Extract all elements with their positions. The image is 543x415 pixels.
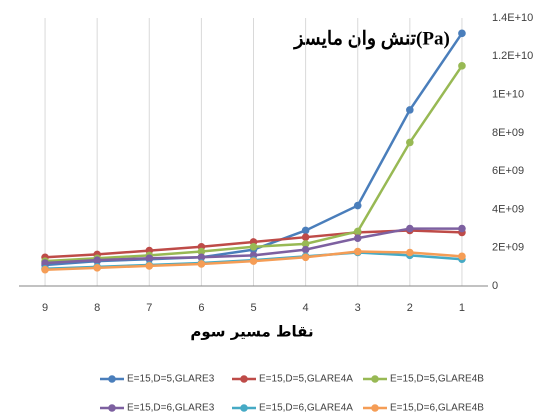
x-tick-label: 3 [355,302,361,314]
x-tick-label: 7 [146,302,152,314]
data-point [406,224,414,233]
legend-label: E=15,D=6,GLARE4A [259,403,353,414]
data-point [353,227,362,236]
x-tick-label: 2 [407,302,413,314]
data-point [458,62,466,70]
legend-label: E=15,D=6,GLARE3 [127,403,215,414]
data-point [145,254,154,263]
data-point [249,257,258,265]
legend-label: E=15,D=5,GLARE3 [127,374,215,385]
legend-label: E=15,D=5,GLARE4A [259,374,353,385]
y-tick-label: 0 [492,280,498,292]
x-tick-label: 4 [303,302,309,314]
data-point [93,264,101,272]
y-tick-label: 1.4E+10 [492,12,533,24]
data-point [41,259,49,267]
y-tick-label: 6E+09 [492,165,524,177]
data-point [406,106,414,114]
data-point [353,201,362,210]
chart-title: تنش وان مایسز(Pa) [292,28,450,49]
x-tick-label: 5 [250,302,256,314]
data-point [249,242,258,251]
legend-marker [108,404,116,412]
data-point [353,247,362,256]
legend-marker [371,375,379,383]
legend-label: E=15,D=5,GLARE4B [390,374,484,385]
data-point [197,260,206,268]
x-tick-label: 9 [42,302,48,314]
data-point [458,252,466,261]
data-point [406,248,414,257]
data-point [301,240,310,248]
legend-marker [240,375,248,383]
data-point [458,224,466,233]
x-tick-label: 6 [198,302,204,314]
y-tick-label: 1.2E+10 [492,50,533,62]
x-tick-label: 1 [459,302,465,314]
legend-marker [240,404,248,412]
data-point [353,234,362,242]
legend-marker [371,404,379,412]
y-tick-label: 1E+10 [492,88,524,100]
data-point [145,262,154,270]
x-tick-label: 8 [94,302,100,314]
data-point [301,253,310,262]
y-tick-label: 4E+09 [492,203,524,215]
data-point [458,29,466,38]
data-point [197,247,206,256]
data-point [301,233,310,241]
data-point [301,245,310,254]
x-axis-label: نقاط مسیر سوم [190,323,313,341]
data-point [197,253,206,262]
data-point [41,265,49,274]
data-point [93,256,101,264]
data-point [301,226,310,235]
y-tick-label: 2E+09 [492,242,524,254]
data-point [406,138,414,147]
legend-marker [108,375,116,383]
y-tick-label: 8E+09 [492,127,524,139]
legend-label: E=15,D=6,GLARE4B [390,403,484,414]
